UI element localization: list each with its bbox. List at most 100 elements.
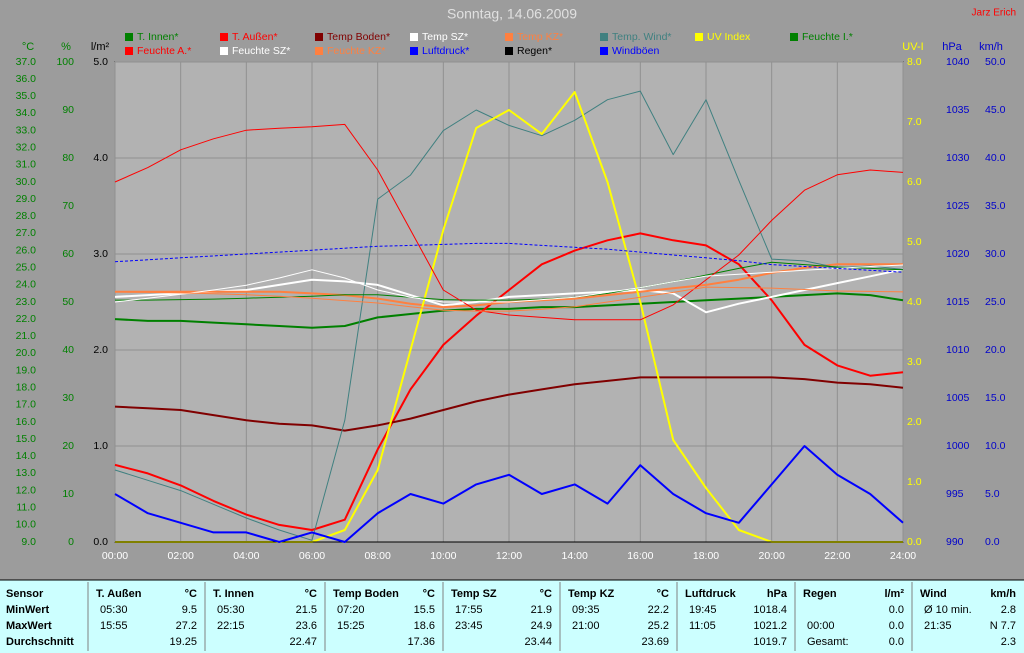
y-tick-label: 0.0: [985, 536, 1000, 548]
cell-value: 1018.4: [753, 604, 787, 616]
x-tick-label: 24:00: [890, 550, 916, 562]
column-header: T. Innen: [213, 588, 254, 600]
cell-value: 18.6: [414, 620, 435, 632]
x-tick-label: 14:00: [562, 550, 588, 562]
y-tick-label: 1020: [946, 248, 970, 260]
y-tick-label: 45.0: [985, 104, 1006, 116]
y-tick-label: 9.0: [21, 536, 36, 548]
cell-value: 23.44: [524, 636, 552, 648]
y-tick-label: 1.0: [93, 440, 108, 452]
y-tick-label: 0: [68, 536, 74, 548]
y-tick-label: 6.0: [907, 176, 922, 188]
legend-swatch: [410, 33, 418, 41]
legend-swatch: [220, 47, 228, 55]
column-unit: °C: [657, 588, 669, 600]
axis-title: UV-I: [902, 41, 923, 53]
cell-value: 15.5: [414, 604, 435, 616]
cell-time: 21:00: [572, 620, 600, 632]
cell-value: 23.69: [641, 636, 669, 648]
y-tick-label: 25.0: [16, 261, 37, 273]
y-tick-label: 1015: [946, 296, 970, 308]
row-label: MaxWert: [6, 620, 52, 632]
legend-swatch: [600, 47, 608, 55]
y-tick-label: 60: [62, 248, 74, 260]
series-line: [114, 264, 904, 303]
y-tick-label: 30.0: [985, 248, 1006, 260]
legend-swatch: [220, 33, 228, 41]
column-header: Temp Boden: [333, 588, 399, 600]
y-tick-label: 90: [62, 104, 74, 116]
y-tick-label: 11.0: [16, 501, 36, 513]
stats-table-background: [0, 580, 1024, 653]
y-tick-label: 24.0: [16, 279, 37, 291]
legend-swatch: [695, 33, 703, 41]
legend-label: Regen*: [517, 45, 552, 57]
y-tick-label: 2.0: [907, 416, 922, 428]
y-tick-label: 30.0: [16, 176, 37, 188]
x-tick-label: 20:00: [759, 550, 785, 562]
y-tick-label: 40.0: [985, 152, 1006, 164]
y-tick-label: 32.0: [16, 141, 37, 153]
y-tick-label: 4.0: [93, 152, 108, 164]
y-tick-label: 5.0: [93, 56, 108, 68]
legend-label: T. Innen*: [137, 31, 178, 43]
series-line: [115, 261, 904, 301]
legend-swatch: [125, 47, 133, 55]
axis-title: l/m²: [91, 41, 110, 53]
x-tick-label: 12:00: [496, 550, 522, 562]
cell-time: 05:30: [217, 604, 245, 616]
series-line: [114, 123, 904, 321]
legend-label: Feuchte I.*: [802, 31, 853, 43]
x-tick-label: 22:00: [824, 550, 850, 562]
y-tick-label: 20.0: [985, 344, 1006, 356]
y-tick-label: 20: [62, 440, 74, 452]
legend-label: Feuchte SZ*: [232, 45, 290, 57]
legend-label: T. Außen*: [232, 31, 278, 43]
axis-title: km/h: [979, 41, 1003, 53]
cell-time: 15:55: [100, 620, 128, 632]
legend-label: Windböen: [612, 45, 659, 57]
y-tick-label: 35.0: [985, 200, 1006, 212]
x-tick-label: 10:00: [430, 550, 456, 562]
column-unit: °C: [540, 588, 552, 600]
row-label: Durchschnitt: [6, 636, 74, 648]
column-unit: °C: [305, 588, 317, 600]
x-tick-label: 18:00: [693, 550, 719, 562]
y-tick-label: 23.0: [16, 296, 37, 308]
y-tick-label: 27.0: [16, 227, 37, 239]
x-tick-label: 00:00: [102, 550, 128, 562]
cell-time: 07:20: [337, 604, 365, 616]
cell-time: Ø 10 min.: [924, 604, 972, 616]
author: Jarz Erich: [972, 8, 1016, 19]
y-tick-label: 28.0: [16, 210, 37, 222]
y-tick-label: 26.0: [16, 244, 37, 256]
cell-value: 19.25: [169, 636, 197, 648]
y-tick-label: 2.0: [93, 344, 108, 356]
y-tick-label: 1000: [946, 440, 970, 452]
column-unit: km/h: [990, 588, 1016, 600]
y-tick-label: 1030: [946, 152, 970, 164]
legend-swatch: [505, 33, 513, 41]
y-tick-label: 5.0: [985, 488, 1000, 500]
y-tick-label: 50: [62, 296, 74, 308]
y-tick-label: 29.0: [16, 193, 37, 205]
y-tick-label: 25.0: [985, 296, 1006, 308]
cell-value: 27.2: [176, 620, 197, 632]
cell-value: 23.6: [296, 620, 317, 632]
y-tick-label: 1010: [946, 344, 970, 356]
legend-swatch: [790, 33, 798, 41]
column-unit: hPa: [767, 588, 788, 600]
cell-value: 22.2: [648, 604, 669, 616]
y-tick-label: 31.0: [16, 159, 37, 171]
y-tick-label: 1005: [946, 392, 970, 404]
column-unit: °C: [185, 588, 197, 600]
x-tick-label: 06:00: [299, 550, 325, 562]
legend-label: Feuchte A.*: [137, 45, 191, 57]
y-tick-label: 37.0: [16, 56, 37, 68]
legend-swatch: [600, 33, 608, 41]
y-tick-label: 5.0: [907, 236, 922, 248]
axis-title: %: [61, 41, 71, 53]
cell-value: 17.36: [407, 636, 435, 648]
y-tick-label: 1040: [946, 56, 970, 68]
